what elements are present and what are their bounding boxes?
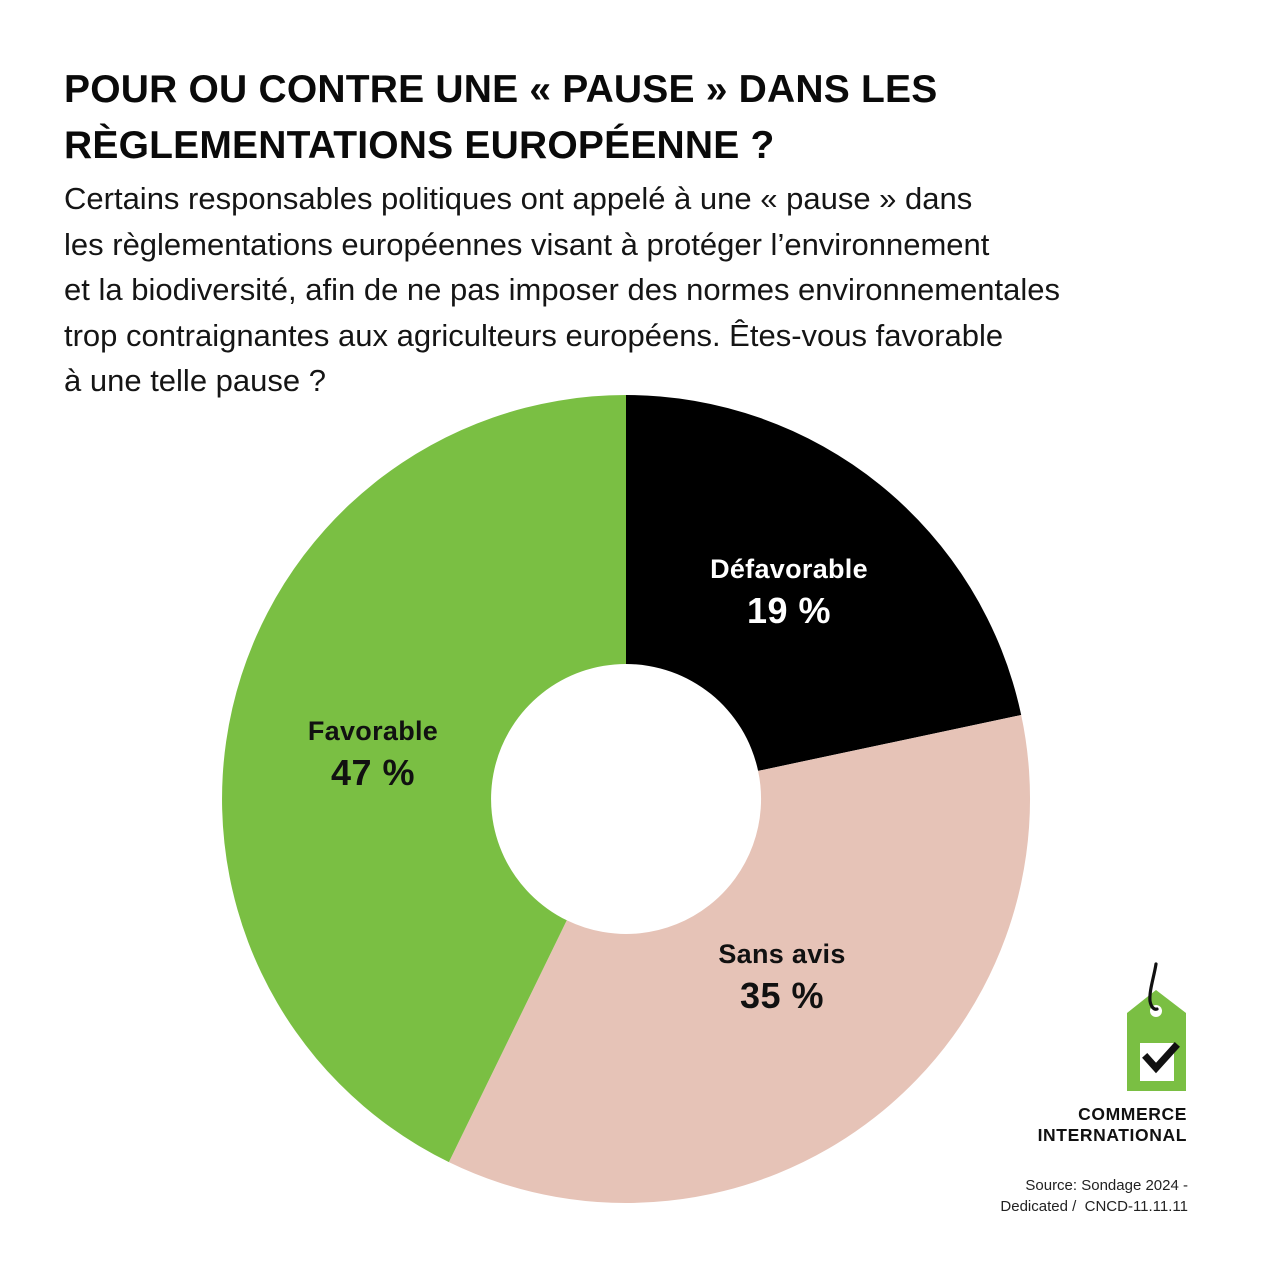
question-line: Certains responsables politiques ont app… [64,181,973,216]
brand-line: COMMERCE [1078,1104,1187,1124]
chart-question: Certains responsables politiques ont app… [64,176,1244,404]
brand-line: INTERNATIONAL [1037,1125,1187,1145]
label-value: 47 % [330,752,416,793]
label-value: 19 % [746,590,832,631]
brand-name: COMMERCE INTERNATIONAL [1038,1104,1187,1146]
question-line: et la biodiversité, afin de ne pas impos… [64,272,1060,307]
question-line: à une telle pause ? [64,363,326,398]
label-favorable: Favorable 47 % [308,714,438,798]
source-line: Source: Sondage 2024 - [1025,1177,1188,1194]
question-line: trop contraignantes aux agriculteurs eur… [64,317,1004,353]
slice-defavorable [626,395,1022,771]
label-sans-avis: Sans avis 35 % [718,937,845,1021]
label-defavorable: Défavorable 19 % [710,552,868,636]
chart-title-line: POUR OU CONTRE UNE « PAUSE » DANS LES [64,68,938,111]
label-value: 35 % [739,975,825,1016]
label-name: Défavorable [710,554,868,584]
source-note: Source: Sondage 2024 - Dedicated / CNCD-… [1000,1175,1188,1217]
slice-sans-avis [448,715,1031,1204]
chart-title: POUR OU CONTRE UNE « PAUSE » DANS LES RÈ… [64,62,1064,174]
slice-favorable [222,395,626,1163]
label-name: Favorable [307,716,439,746]
price-tag-checkmark-icon [1127,962,1186,1091]
chart-title-line: RÈGLEMENTATIONS EUROPÉENNE ? [64,124,775,167]
label-name: Sans avis [718,939,846,969]
question-line: les règlementations européennes visant à… [64,226,990,262]
source-line: Dedicated / CNCD-11.11.11 [1000,1198,1188,1215]
